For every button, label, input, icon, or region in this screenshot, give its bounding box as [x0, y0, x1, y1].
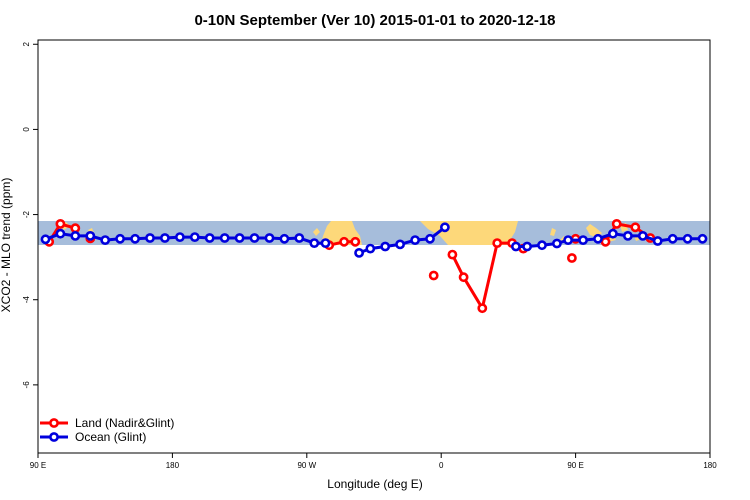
data-point: [145, 233, 155, 243]
series-1: [40, 222, 708, 258]
data-point: [608, 228, 618, 239]
data-point: [522, 241, 532, 252]
data-point: [234, 233, 245, 243]
data-point: [40, 234, 51, 245]
data-point: [130, 233, 140, 244]
data-point: [55, 218, 66, 229]
data-point: [204, 233, 215, 243]
data-point: [425, 233, 435, 244]
x-axis-label: Longitude (deg E): [327, 477, 422, 491]
data-point: [279, 233, 290, 244]
data-point: [174, 232, 185, 242]
data-point: [593, 233, 603, 244]
data-point: [567, 253, 577, 263]
legend-marker: [49, 418, 59, 428]
y-tick-label: 2: [22, 41, 31, 46]
chart-title: 0-10N September (Ver 10) 2015-01-01 to 2…: [194, 12, 555, 29]
data-point: [249, 233, 260, 243]
data-point: [339, 236, 349, 247]
land-mass: [550, 228, 556, 236]
data-point: [630, 222, 641, 233]
data-point: [264, 233, 275, 243]
data-point: [458, 272, 469, 283]
data-point: [552, 238, 562, 249]
data-point: [428, 270, 439, 281]
plot-frame: [37, 39, 711, 454]
data-point: [667, 233, 678, 244]
data-point: [697, 233, 708, 244]
data-point: [219, 233, 230, 243]
data-point: [365, 243, 376, 254]
legend-label: Ocean (Glint): [75, 430, 146, 444]
data-point: [511, 241, 521, 252]
data-point: [395, 239, 405, 250]
data-point: [159, 233, 170, 243]
data-point: [682, 233, 693, 244]
data-point: [85, 230, 96, 241]
data-point: [537, 240, 547, 251]
x-tick-label: 0: [439, 461, 444, 470]
y-tick-label: -4: [22, 296, 31, 304]
data-point: [309, 238, 320, 248]
data-point: [380, 241, 391, 252]
data-point: [354, 247, 364, 258]
data-point: [600, 236, 611, 247]
y-axis-label: XCO2 - MLO trend (ppm): [0, 178, 13, 313]
data-point: [637, 230, 648, 241]
y-tick-label: 0: [22, 127, 31, 132]
x-tick-label: 180: [166, 461, 180, 470]
data-point: [294, 233, 305, 243]
data-point: [477, 303, 488, 314]
data-point: [320, 238, 331, 248]
data-point: [70, 223, 81, 234]
legend: Land (Nadir&Glint)Ocean (Glint): [40, 416, 174, 444]
x-axis: 90 E 180 90 W 0 90 E 180: [30, 453, 717, 470]
data-point: [611, 218, 622, 229]
y-tick-label: -2: [22, 210, 31, 218]
data-point: [447, 249, 458, 260]
data-point: [652, 236, 663, 246]
x-tick-label: 90 E: [567, 461, 583, 470]
y-tick-label: -6: [22, 381, 31, 389]
data-point: [410, 235, 420, 245]
data-point: [623, 230, 633, 241]
data-point: [563, 235, 573, 245]
series-layer: [40, 218, 708, 314]
data-point: [100, 235, 111, 245]
data-point: [350, 236, 361, 247]
data-point: [55, 228, 66, 239]
x-tick-label: 90 W: [297, 461, 316, 470]
legend-label: Land (Nadir&Glint): [75, 416, 174, 430]
data-point: [578, 235, 588, 245]
x-tick-label: 90 E: [30, 461, 46, 470]
data-point: [439, 222, 450, 233]
data-point: [492, 238, 503, 248]
legend-marker: [49, 432, 59, 442]
data-point: [70, 230, 81, 241]
y-axis: 2 0 -2 -4 -6: [22, 41, 38, 388]
data-point: [115, 233, 125, 244]
land-mass: [313, 228, 320, 236]
data-point: [189, 232, 200, 242]
x-tick-label: 180: [703, 461, 717, 470]
